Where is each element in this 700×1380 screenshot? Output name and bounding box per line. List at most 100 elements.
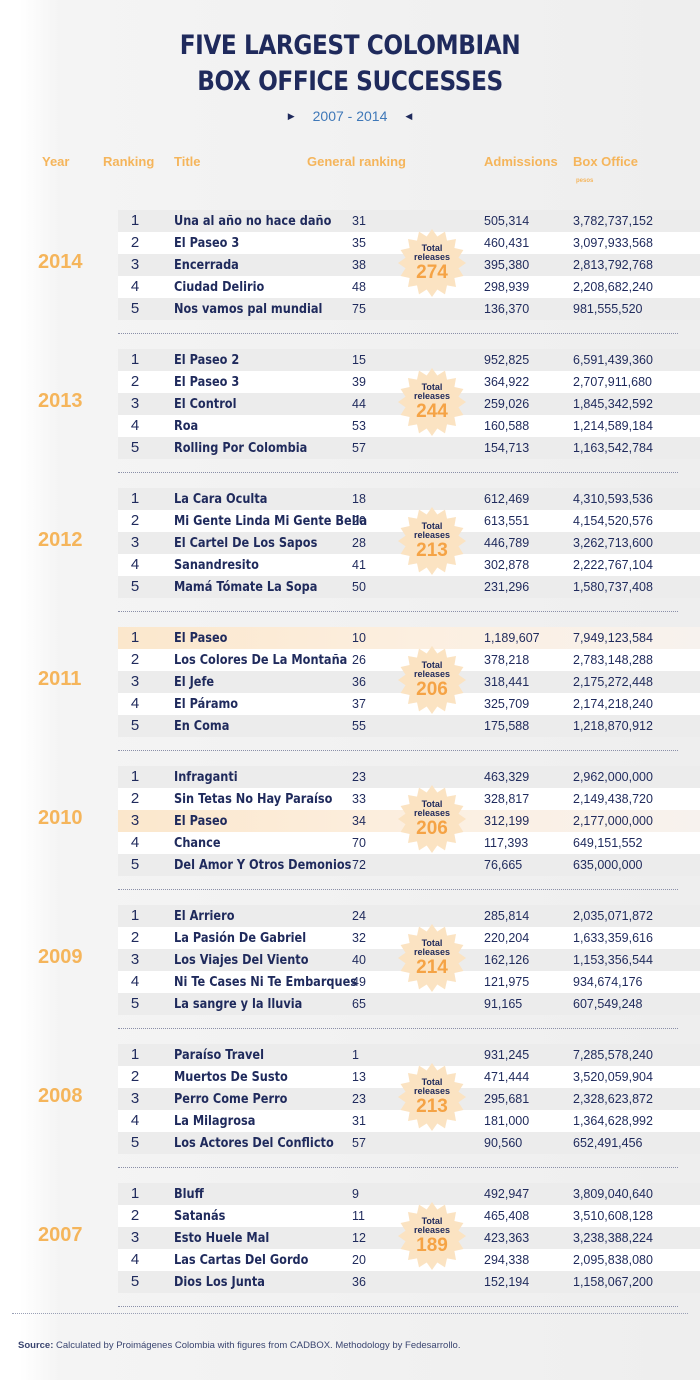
- film-rank: 4: [130, 278, 140, 295]
- table-row: [118, 349, 700, 371]
- film-admissions: 446,789: [484, 536, 530, 550]
- film-rank: 2: [130, 512, 140, 529]
- film-box-office: 1,580,737,408: [573, 580, 653, 594]
- film-general-ranking: 44: [352, 397, 366, 411]
- year-label: 2010: [38, 807, 83, 829]
- starburst-icon: [398, 646, 466, 714]
- film-rank: 2: [130, 234, 140, 251]
- film-box-office: 1,218,870,912: [573, 719, 653, 733]
- film-admissions: 117,393: [484, 836, 529, 850]
- film-general-ranking: 57: [352, 441, 366, 455]
- year-label: 2013: [38, 390, 83, 412]
- film-rank: 5: [130, 856, 140, 873]
- header-year: Year: [42, 154, 70, 169]
- film-title: El Paseo: [174, 630, 228, 646]
- table-row: [118, 298, 700, 320]
- year-divider: [118, 1167, 678, 1168]
- film-admissions: 460,431: [484, 236, 530, 250]
- film-title: Mamá Tómate La Sopa: [174, 579, 318, 595]
- film-box-office: 635,000,000: [573, 858, 643, 872]
- badge-label-total: Total: [421, 1077, 443, 1087]
- film-box-office: 2,175,272,448: [573, 675, 653, 689]
- table-row: [118, 1044, 700, 1066]
- film-general-ranking: 37: [352, 697, 366, 711]
- film-general-ranking: 57: [352, 1136, 366, 1150]
- film-general-ranking: 13: [352, 1070, 366, 1084]
- film-admissions: 318,441: [484, 675, 530, 689]
- badge-total-count: 244: [416, 401, 448, 422]
- film-title: La sangre y la lluvia: [174, 996, 303, 1012]
- film-rank: 2: [130, 1207, 140, 1224]
- film-box-office: 7,949,123,584: [573, 631, 653, 645]
- film-general-ranking: 32: [352, 931, 366, 945]
- film-rank: 3: [130, 1090, 140, 1107]
- film-box-office: 2,177,000,000: [573, 814, 653, 828]
- film-box-office: 2,095,838,080: [573, 1253, 653, 1267]
- film-rank: 5: [130, 717, 140, 734]
- film-admissions: 285,814: [484, 909, 530, 923]
- film-general-ranking: 55: [352, 719, 366, 733]
- starburst-icon: [398, 1063, 466, 1131]
- film-rank: 1: [130, 629, 140, 646]
- header-admissions: Admissions: [484, 154, 558, 169]
- badge-total-count: 214: [416, 957, 448, 978]
- film-title: El Paseo 2: [174, 352, 240, 368]
- film-title: El Paseo 3: [174, 235, 240, 251]
- film-title: Del Amor Y Otros Demonios: [174, 857, 352, 873]
- badge-total-count: 189: [416, 1235, 448, 1256]
- film-box-office: 7,285,578,240: [573, 1048, 653, 1062]
- film-box-office: 2,035,071,872: [573, 909, 653, 923]
- film-box-office: 4,154,520,576: [573, 514, 653, 528]
- film-box-office: 3,262,713,600: [573, 536, 653, 550]
- film-admissions: 471,444: [484, 1070, 530, 1084]
- badge-label-releases: releases: [413, 530, 451, 540]
- year-divider: [118, 750, 678, 751]
- film-general-ranking: 24: [352, 909, 366, 923]
- film-general-ranking: 48: [352, 280, 366, 294]
- table-row: [118, 854, 700, 876]
- film-box-office: 3,510,608,128: [573, 1209, 653, 1223]
- table-row: [118, 971, 700, 993]
- film-box-office: 3,238,388,224: [573, 1231, 653, 1245]
- film-title: Infraganti: [174, 769, 238, 785]
- film-rank: 2: [130, 373, 140, 390]
- film-title: El Paseo: [174, 813, 228, 829]
- year-divider: [118, 472, 678, 473]
- header-ranking: Ranking: [103, 154, 155, 169]
- film-general-ranking: 75: [352, 302, 366, 316]
- film-rank: 3: [130, 951, 140, 968]
- starburst-icon: [398, 785, 466, 853]
- film-general-ranking: 20: [352, 514, 366, 528]
- film-title: La Milagrosa: [174, 1113, 256, 1129]
- film-title: Esto Huele Mal: [174, 1230, 270, 1246]
- table-row: [118, 1110, 700, 1132]
- total-releases-badge: Total releases 244: [397, 367, 467, 437]
- badge-total-count: 213: [416, 1096, 448, 1117]
- arrow-left-icon: ◀: [405, 111, 413, 121]
- badge-label-total: Total: [421, 660, 443, 670]
- film-title: Satanás: [174, 1208, 226, 1224]
- film-admissions: 152,194: [484, 1275, 530, 1289]
- film-rank: 3: [130, 812, 140, 829]
- film-general-ranking: 28: [352, 536, 366, 550]
- badge-total-count: 206: [416, 679, 448, 700]
- badge-label-releases: releases: [413, 808, 451, 818]
- total-releases-badge: Total releases 214: [397, 923, 467, 993]
- film-general-ranking: 39: [352, 375, 366, 389]
- film-rank: 1: [130, 490, 140, 507]
- film-rank: 1: [130, 1046, 140, 1063]
- film-rank: 2: [130, 1068, 140, 1085]
- total-releases-badge: Total releases 213: [397, 506, 467, 576]
- film-admissions: 259,026: [484, 397, 530, 411]
- film-rank: 1: [130, 351, 140, 368]
- film-admissions: 931,245: [484, 1048, 530, 1062]
- table-row: [118, 832, 700, 854]
- film-box-office: 3,097,933,568: [573, 236, 653, 250]
- film-admissions: 76,665: [484, 858, 523, 872]
- total-releases-badge: Total releases 206: [397, 784, 467, 854]
- year-label: 2008: [38, 1085, 83, 1107]
- film-box-office: 981,555,520: [573, 302, 643, 316]
- film-title: Las Cartas Del Gordo: [174, 1252, 309, 1268]
- source-note: Source: Calculated by Proimágenes Colomb…: [18, 1340, 460, 1351]
- film-admissions: 505,314: [484, 214, 530, 228]
